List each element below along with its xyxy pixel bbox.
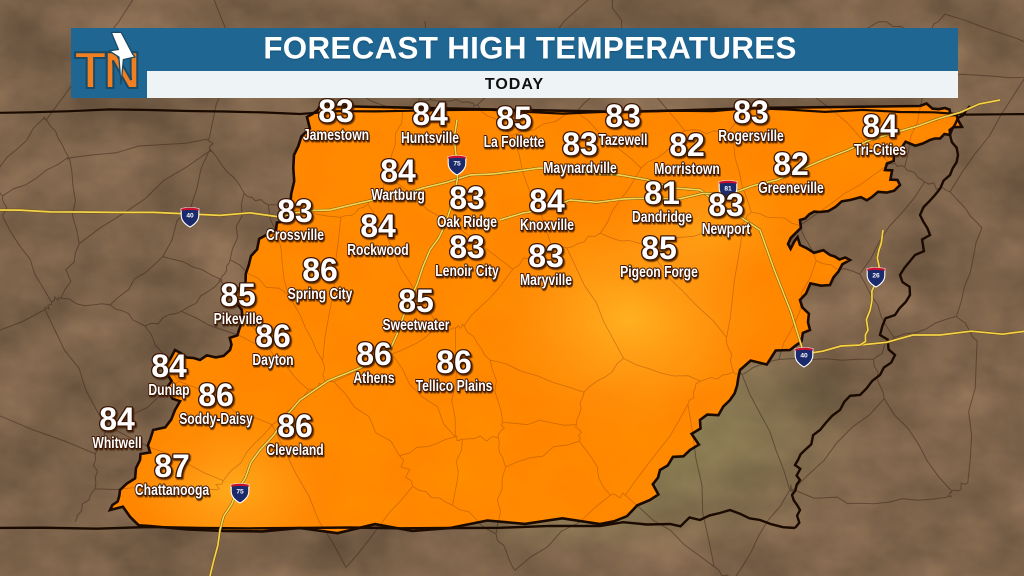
svg-text:Newport: Newport [702,220,751,238]
svg-text:84: 84 [380,153,416,189]
svg-text:Crossville: Crossville [266,226,324,244]
svg-text:83: 83 [708,187,744,223]
svg-text:26: 26 [872,273,880,280]
svg-text:81: 81 [644,175,680,211]
svg-text:82: 82 [669,127,705,163]
svg-text:84: 84 [529,183,565,219]
svg-text:Dayton: Dayton [252,351,293,369]
svg-text:86: 86 [356,336,392,372]
svg-text:75: 75 [236,489,244,496]
svg-text:85: 85 [220,277,256,313]
svg-text:Athens: Athens [353,369,394,387]
svg-text:Tazewell: Tazewell [598,131,647,149]
svg-text:Pikeville: Pikeville [214,310,263,328]
svg-text:40: 40 [186,213,194,220]
svg-text:75: 75 [453,161,461,168]
svg-text:84: 84 [360,208,396,244]
svg-text:87: 87 [154,448,190,484]
svg-text:Pigeon Forge: Pigeon Forge [620,263,698,281]
svg-text:Dunlap: Dunlap [148,381,189,399]
svg-text:84: 84 [99,401,135,437]
svg-text:85: 85 [641,230,677,266]
svg-text:83: 83 [733,94,769,130]
svg-text:83: 83 [449,180,485,216]
svg-text:Soddy-Daisy: Soddy-Daisy [179,410,253,428]
svg-text:Knoxville: Knoxville [520,216,574,234]
svg-text:Spring City: Spring City [288,285,353,303]
svg-text:83: 83 [528,238,564,274]
svg-text:86: 86 [277,408,313,444]
svg-text:83: 83 [318,93,354,129]
svg-text:86: 86 [198,377,234,413]
svg-text:Maryville: Maryville [520,271,572,289]
svg-text:Maynardville: Maynardville [543,159,617,177]
svg-text:83: 83 [605,98,641,134]
svg-text:Wartburg: Wartburg [371,186,425,204]
svg-text:83: 83 [562,126,598,162]
svg-text:Greeneville: Greeneville [758,179,824,197]
svg-text:86: 86 [302,252,338,288]
svg-text:Lenoir City: Lenoir City [435,262,499,280]
svg-text:84: 84 [151,348,187,384]
svg-text:Huntsville: Huntsville [401,129,459,147]
svg-text:Chattanooga: Chattanooga [135,481,209,499]
svg-text:85: 85 [398,283,434,319]
svg-text:Tellico Plains: Tellico Plains [416,377,493,395]
svg-text:40: 40 [800,353,808,360]
svg-text:85: 85 [496,100,532,136]
svg-text:Whitwell: Whitwell [92,434,141,452]
svg-text:La Follette: La Follette [484,133,545,151]
svg-text:83: 83 [449,229,485,265]
svg-text:Dandridge: Dandridge [632,208,692,226]
svg-text:86: 86 [436,344,472,380]
svg-text:Jamestown: Jamestown [303,126,369,144]
svg-text:82: 82 [773,146,809,182]
svg-text:Tri-Cities: Tri-Cities [854,141,906,159]
svg-text:Sweetwater: Sweetwater [383,316,450,334]
svg-text:Rogersville: Rogersville [718,127,784,145]
svg-text:Rockwood: Rockwood [347,241,408,259]
svg-text:84: 84 [412,96,448,132]
svg-text:83: 83 [277,193,313,229]
svg-text:Cleveland: Cleveland [266,441,323,459]
svg-text:84: 84 [862,108,898,144]
